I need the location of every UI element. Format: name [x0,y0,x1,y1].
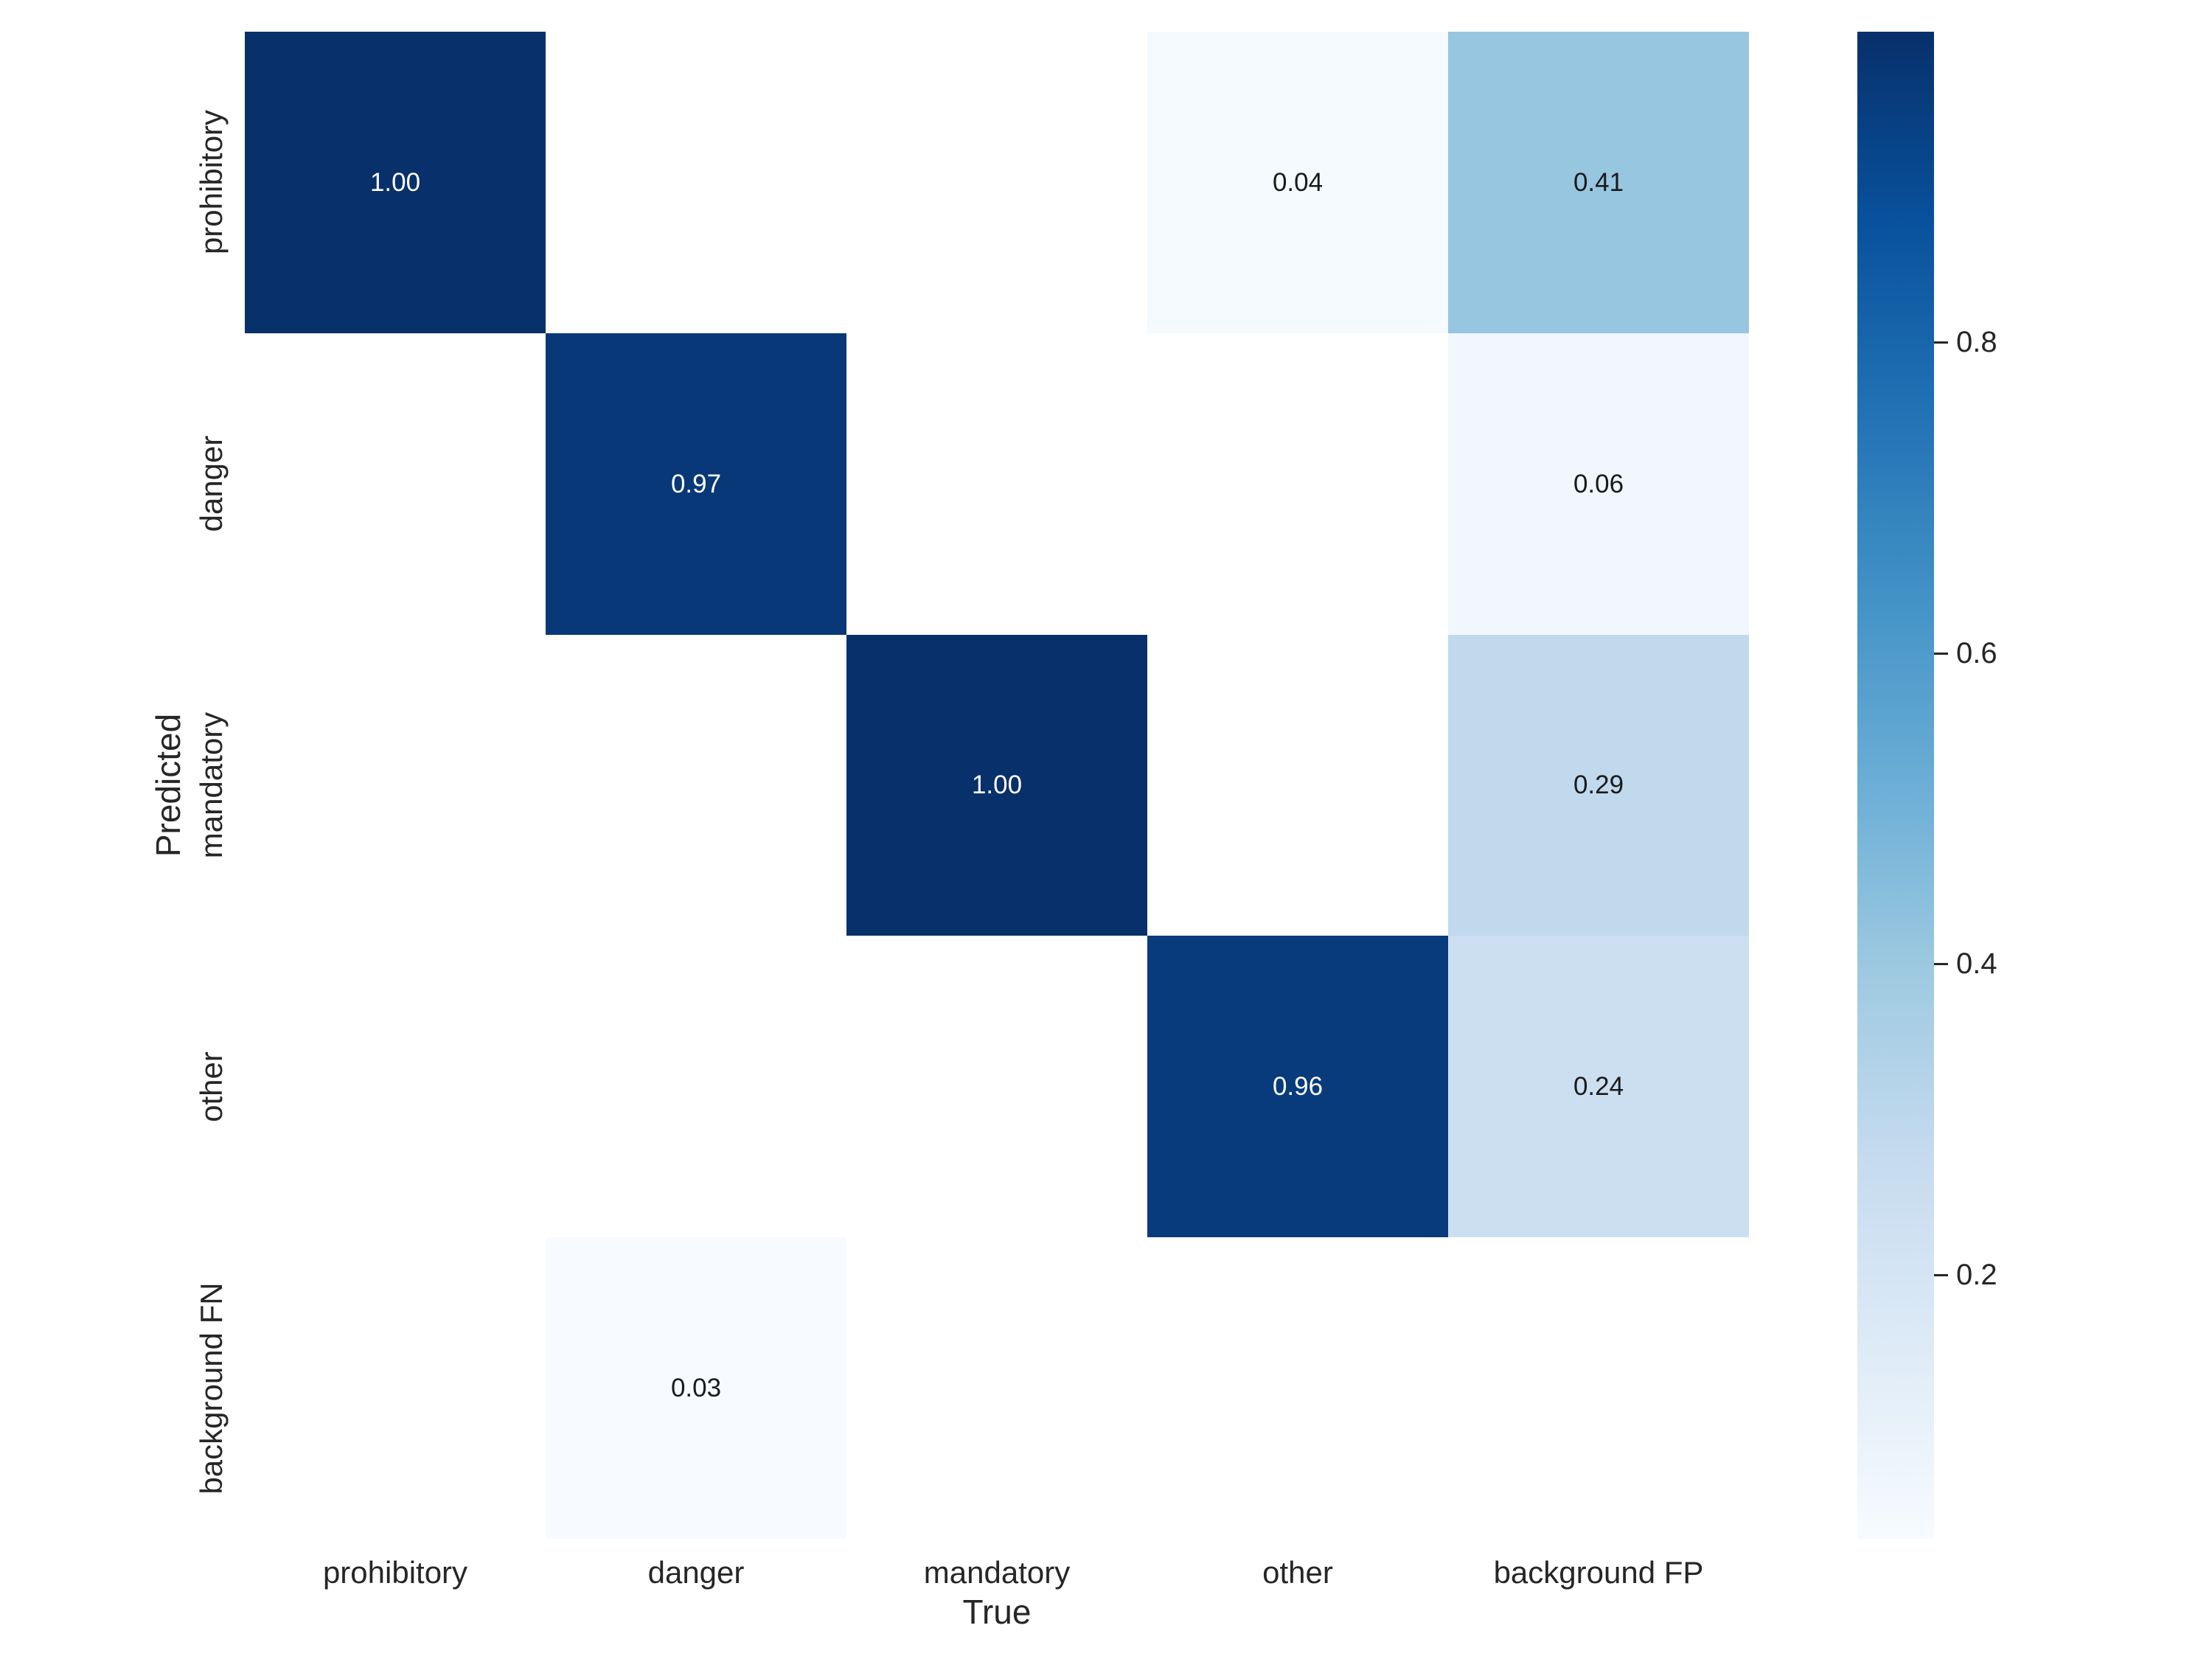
colorbar-tick-mark [1934,341,1948,344]
heatmap-grid: 1.00 0.04 0.41 0.97 0.06 1.00 0.29 0.96 0.24 0.03 [245,32,1749,1539]
heatmap-cell: 0.03 [546,1237,846,1539]
colorbar-tick-mark [1934,1274,1948,1276]
cell-value: 0.41 [1573,167,1624,197]
ytick-other: other [194,1051,229,1122]
heatmap-cell [245,1237,546,1539]
colorbar-tick-label-0.2: 0.2 [1956,1259,1997,1291]
heatmap-cell [846,1237,1147,1539]
heatmap-cell [245,936,546,1238]
heatmap-cell: 0.06 [1448,333,1749,635]
heatmap-cell [546,634,846,936]
colorbar [1857,32,1934,1539]
cell-value: 0.06 [1573,469,1624,498]
xtick-prohibitory: prohibitory [322,1555,468,1590]
colorbar-tick-label-0.6: 0.6 [1956,637,1997,669]
heatmap-cell: 0.41 [1448,32,1749,333]
colorbar-tick-mark [1934,653,1948,655]
heatmap-cell [245,634,546,936]
cell-value: 0.96 [1272,1072,1324,1102]
heatmap-cell: 0.96 [1147,936,1448,1238]
y-axis-label: Predicted [149,713,187,858]
heatmap-cell: 0.24 [1448,936,1749,1238]
heatmap-cell [245,333,546,635]
heatmap-cell [1147,333,1448,635]
heatmap-cell [1147,634,1448,936]
colorbar-tick-label-0.4: 0.4 [1956,947,1997,980]
ytick-danger: danger [194,435,229,532]
cell-value: 0.29 [1573,771,1624,800]
colorbar-tick-mark [1934,963,1948,965]
cell-value: 0.24 [1573,1072,1624,1102]
heatmap-cell: 0.97 [546,333,846,635]
xtick-other: other [1262,1555,1333,1590]
cell-value: 1.00 [971,771,1023,800]
heatmap-cell: 1.00 [245,32,546,333]
heatmap-cell: 1.00 [846,634,1147,936]
heatmap-cell [546,936,846,1238]
ytick-prohibitory: prohibitory [194,109,229,255]
heatmap-cell [846,32,1147,333]
cell-value: 1.00 [369,167,421,197]
heatmap-cell [1147,1237,1448,1539]
cell-value: 0.97 [670,469,722,498]
heatmap-cell: 0.04 [1147,32,1448,333]
cell-value: 0.03 [670,1374,722,1403]
xtick-danger: danger [647,1555,745,1590]
x-axis-label: True [962,1593,1032,1631]
xtick-background-fp: background FP [1493,1555,1704,1590]
heatmap-cell [846,936,1147,1238]
heatmap-cell [846,333,1147,635]
heatmap-cell [546,32,846,333]
colorbar-tick-label-0.8: 0.8 [1956,326,1997,358]
ytick-background-fn: background FN [194,1282,229,1495]
cell-value: 0.04 [1272,167,1324,197]
heatmap-cell: 0.29 [1448,634,1749,936]
xtick-mandatory: mandatory [923,1555,1071,1590]
heatmap-cell [1448,1237,1749,1539]
ytick-mandatory: mandatory [194,712,229,859]
